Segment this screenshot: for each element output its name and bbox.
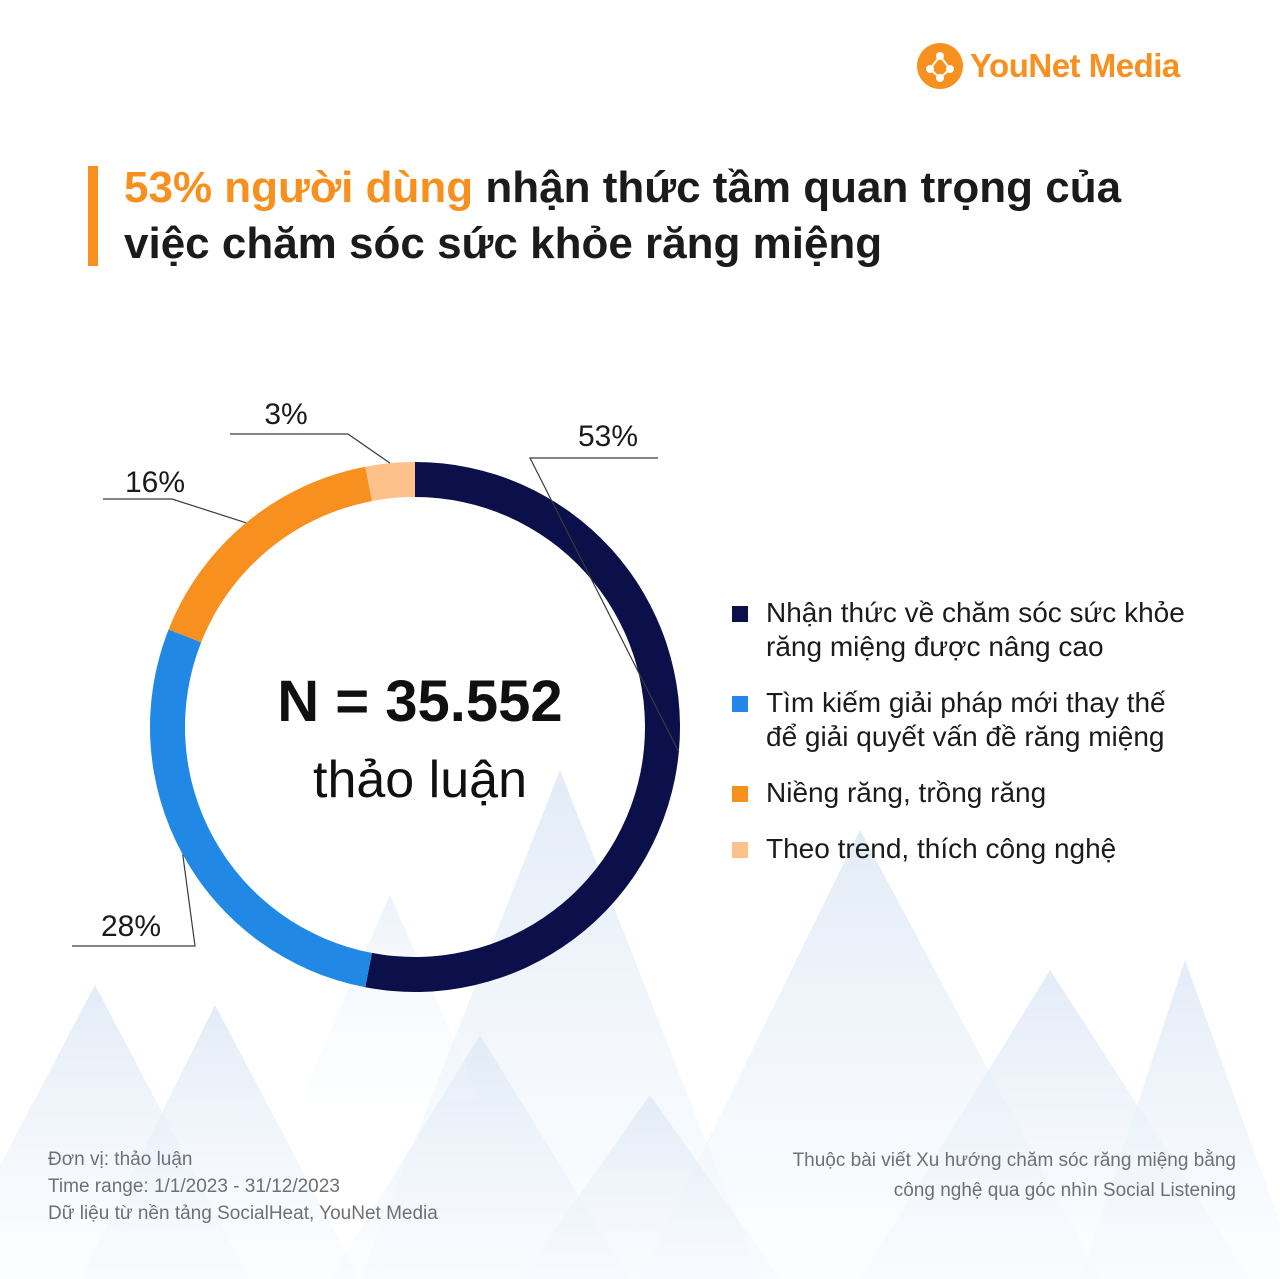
younet-media-logo: YouNet Media — [916, 42, 1180, 90]
slice-trend-tech — [365, 462, 415, 502]
slice-new-solutions — [150, 629, 372, 988]
legend-label: Tìm kiếm giải pháp mới thay thế để giải q… — [766, 687, 1166, 752]
footer-unit: Đơn vị: thảo luận — [48, 1149, 193, 1170]
footer-article-line2: công nghệ qua góc nhìn Social Listening — [893, 1180, 1236, 1201]
title-line1-rest: nhận thức tầm quan trọng của — [473, 163, 1122, 212]
legend-label: Theo trend, thích công nghệ — [766, 833, 1117, 864]
total-discussions: N = 35.552 — [277, 669, 563, 734]
page-title: 53% người dùng nhận thức tầm quan trọng … — [124, 160, 1224, 272]
logo-you-text: YouNet — [970, 47, 1081, 84]
leader-line — [529, 457, 680, 753]
legend-swatch — [732, 786, 748, 802]
chart-legend: Nhận thức về chăm sóc sức khỏe răng miệng… — [732, 596, 1252, 888]
legend-item-trend-tech: Theo trend, thích công nghệ — [732, 832, 1252, 866]
footer-source: Dữ liệu từ nền tảng SocialHeat, YouNet M… — [48, 1203, 438, 1224]
slice-braces-implants — [168, 466, 372, 643]
footer-article-line1: Thuộc bài viết Xu hướng chăm sóc răng mi… — [792, 1150, 1236, 1171]
legend-item-braces-implants: Niềng răng, trồng răng — [732, 776, 1252, 810]
leader-line — [230, 433, 391, 464]
logo-media-text: Media — [1088, 47, 1181, 84]
legend-label: Nhận thức về chăm sóc sức khỏe răng miệng… — [766, 597, 1185, 662]
data-label: 16% — [125, 466, 185, 499]
legend-item-new-solutions: Tìm kiếm giải pháp mới thay thế để giải q… — [732, 686, 1252, 754]
leader-line — [103, 498, 247, 524]
network-dots-icon — [917, 43, 963, 89]
title-highlight: 53% người dùng — [124, 163, 474, 212]
data-label: 28% — [101, 910, 161, 943]
title-line2: việc chăm sóc sức khỏe răng miệng — [124, 219, 883, 268]
title-accent-bar — [88, 166, 98, 266]
data-label: 53% — [578, 420, 638, 453]
leader-line — [72, 854, 196, 947]
footer-notes: Đơn vị: thảo luận Time range: 1/1/2023 -… — [48, 1146, 438, 1227]
legend-label: Niềng răng, trồng răng — [766, 777, 1047, 808]
total-unit-label: thảo luận — [313, 751, 527, 809]
legend-swatch — [732, 696, 748, 712]
footer-article-reference: Thuộc bài viết Xu hướng chăm sóc răng mi… — [720, 1146, 1236, 1206]
legend-swatch — [732, 842, 748, 858]
legend-swatch — [732, 606, 748, 622]
data-label: 3% — [264, 398, 307, 431]
logo-wordmark: YouNet Media — [970, 47, 1180, 85]
footer-time-range: Time range: 1/1/2023 - 31/12/2023 — [48, 1176, 340, 1197]
donut-chart: 53% 28% 16% 3% — [72, 398, 681, 992]
legend-item-awareness: Nhận thức về chăm sóc sức khỏe răng miệng… — [732, 596, 1252, 664]
